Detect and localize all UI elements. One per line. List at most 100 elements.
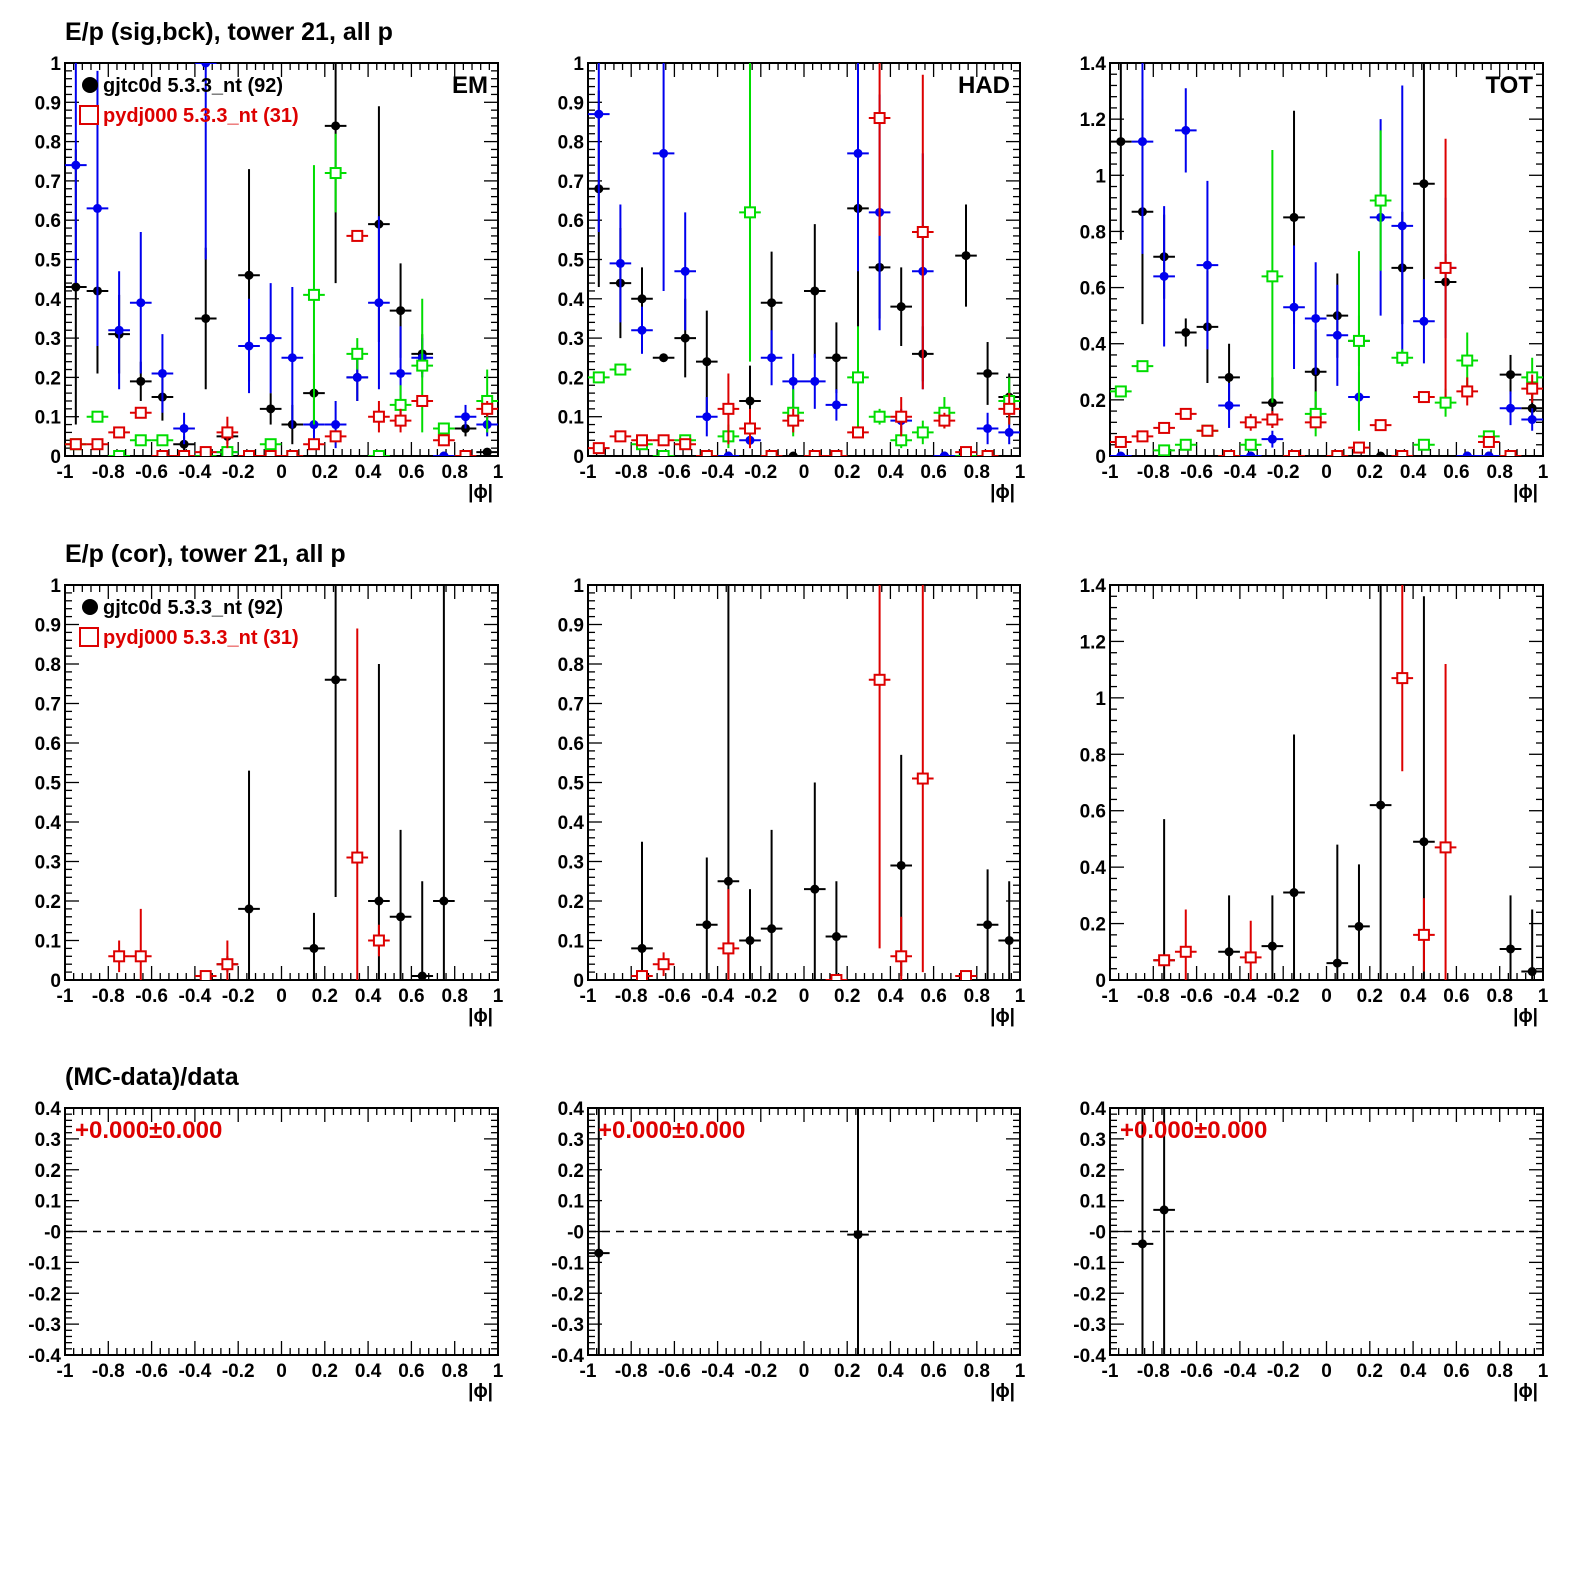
data-point <box>702 412 712 422</box>
y-tick-label: 0.9 <box>558 93 584 114</box>
data-point <box>244 341 254 351</box>
x-tick-label: 0.8 <box>964 1361 990 1382</box>
data-point <box>745 396 755 406</box>
x-tick-label: 0.6 <box>920 1361 946 1382</box>
x-axis-label: |ϕ| <box>990 482 1015 503</box>
data-point <box>1267 941 1277 951</box>
x-tick-label: 0.2 <box>834 462 860 483</box>
data-point <box>1527 415 1537 425</box>
y-tick-label: 0.3 <box>558 853 584 874</box>
data-point <box>1181 125 1191 135</box>
data-point <box>1376 451 1386 456</box>
data-point <box>1004 936 1014 945</box>
data-point <box>243 450 256 456</box>
x-tick-label: -0.2 <box>744 1361 777 1382</box>
data-point <box>702 920 712 930</box>
data-point <box>1289 212 1299 222</box>
y-tick-label: -0 <box>1089 1223 1106 1244</box>
x-tick-label: -0.6 <box>1180 1361 1213 1382</box>
data-point <box>810 286 820 296</box>
y-tick-label: 1 <box>1095 166 1106 187</box>
data-point <box>329 167 342 180</box>
data-point <box>1159 271 1169 281</box>
data-point <box>1354 921 1364 931</box>
data-point <box>961 251 971 261</box>
y-tick-label: 0.7 <box>35 172 61 193</box>
data-point <box>744 422 756 435</box>
data-point <box>244 904 254 914</box>
data-point <box>831 353 841 363</box>
x-tick-label: 1 <box>1538 1361 1549 1382</box>
x-tick-label: 0.8 <box>441 462 467 483</box>
data-point <box>916 772 929 785</box>
data-point <box>1419 316 1429 326</box>
data-point <box>1527 967 1537 977</box>
data-point <box>700 450 713 456</box>
x-tick-label: -0.4 <box>701 1361 734 1382</box>
y-tick-label: 0.2 <box>35 892 61 913</box>
x-tick-label: 0.2 <box>1357 462 1383 483</box>
data-point <box>351 851 364 864</box>
y-tick-label: 0.5 <box>35 251 62 272</box>
x-tick-label: 1 <box>493 462 504 483</box>
series-2 <box>1153 585 1457 980</box>
y-tick-label: -0.1 <box>28 1253 61 1274</box>
plot-frame <box>587 584 1021 981</box>
y-tick-label: 0.2 <box>558 1161 584 1182</box>
data-point <box>1159 1205 1169 1215</box>
x-tick-label: 0.2 <box>312 1361 338 1382</box>
y-tick-label: 0.9 <box>35 616 61 637</box>
y-tick-label: -0.1 <box>1073 1253 1106 1274</box>
x-tick-label: -0.8 <box>92 1361 125 1382</box>
data-point <box>264 450 277 456</box>
data-point <box>394 398 407 411</box>
y-tick-label: 1 <box>50 54 61 75</box>
data-point <box>1396 450 1409 456</box>
x-tick-label: 0 <box>1321 1361 1332 1382</box>
x-tick-label: 0.6 <box>398 1361 424 1382</box>
data-point <box>1158 954 1171 967</box>
plot-frame <box>1109 584 1544 981</box>
data-point <box>134 950 147 963</box>
data-point <box>1223 450 1236 456</box>
y-tick-label: 0.7 <box>558 172 584 193</box>
x-tick-label: -0.2 <box>744 986 777 1007</box>
data-point <box>594 109 604 119</box>
data-point <box>896 302 906 312</box>
data-point <box>1179 407 1192 420</box>
data-point <box>266 333 276 343</box>
y-tick-label: 1 <box>573 54 584 75</box>
data-point <box>636 970 648 980</box>
data-point <box>1244 416 1257 429</box>
plot-frame <box>587 62 1021 457</box>
x-tick-label: 0.2 <box>312 986 338 1007</box>
data-point <box>157 368 167 378</box>
y-tick-label: 1.2 <box>1080 632 1106 653</box>
x-tick-label: -0.8 <box>615 1361 648 1382</box>
x-tick-label: 0.8 <box>964 462 990 483</box>
data-point <box>1289 302 1299 312</box>
data-point <box>1311 313 1321 323</box>
y-tick-label: 0 <box>50 971 61 992</box>
data-point <box>1267 434 1277 444</box>
y-tick-label: 1 <box>573 576 584 597</box>
x-tick-label: 1 <box>1015 986 1026 1007</box>
data-point <box>156 450 169 456</box>
x-tick-label: -1 <box>580 986 597 1007</box>
y-tick-label: 0.5 <box>558 774 585 795</box>
data-point <box>592 371 605 384</box>
data-point <box>1352 334 1365 347</box>
data-point <box>983 368 993 378</box>
x-tick-label: -0.6 <box>658 986 691 1007</box>
legend-label: gjtc0d 5.3.3_nt (92) <box>103 597 283 619</box>
data-point <box>852 426 864 439</box>
y-tick-label: 0.3 <box>35 853 61 874</box>
x-tick-label: 1 <box>1015 462 1026 483</box>
legend-marker-square <box>79 105 99 125</box>
x-tick-label: -0.6 <box>658 1361 691 1382</box>
x-tick-label: 0 <box>799 1361 810 1382</box>
x-tick-label: -0.4 <box>1224 1361 1257 1382</box>
panel-5: -1 -0.8 -0.6 -0.4 -0.2 0 0.2 0.4 0.6 0.8 1 0 0.1 0.2 0… <box>558 576 1026 1027</box>
y-tick-label: 0.4 <box>35 813 62 834</box>
